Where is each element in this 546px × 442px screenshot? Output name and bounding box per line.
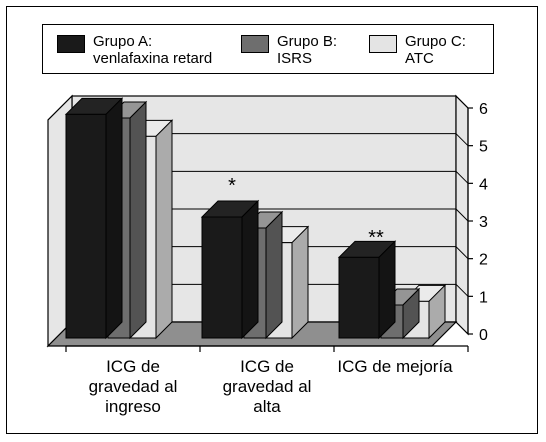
y-tick-label: 0	[479, 327, 488, 344]
gridline-side	[455, 246, 469, 260]
bar-1-0	[200, 199, 260, 340]
bar-side-0-0	[105, 97, 123, 340]
bar-side-1-2	[291, 225, 309, 340]
legend: Grupo A: venlafaxina retard Grupo B: ISR…	[42, 24, 494, 74]
x-category-label: ICG de	[106, 357, 160, 376]
legend-label-grupo-b-line2: ISRS	[277, 50, 313, 67]
x-category-label: gravedad al	[89, 377, 178, 396]
legend-swatch-grupo-c	[369, 35, 397, 53]
bar-front-1-0	[201, 216, 243, 339]
x-category-label: ICG de mejoría	[337, 357, 453, 376]
x-category-label: alta	[253, 397, 281, 416]
bar-front-0-0	[65, 113, 107, 339]
legend-label-grupo-c: Grupo C: ATC	[405, 33, 466, 67]
bar-side-2-0	[378, 240, 396, 340]
legend-label-grupo-a-line1: Grupo A:	[93, 33, 153, 50]
legend-item-grupo-a: Grupo A: venlafaxina retard	[57, 33, 212, 67]
x-category-label: ICG de	[240, 357, 294, 376]
legend-swatch-grupo-b	[241, 35, 269, 53]
bar-front-2-0	[338, 256, 380, 339]
y-tick-label: 1	[479, 289, 488, 306]
bar-0-0	[64, 97, 124, 340]
legend-swatch-grupo-a	[57, 35, 85, 53]
gridline-side	[455, 170, 469, 184]
significance-annotation: **	[368, 227, 384, 249]
y-tick-label: 4	[479, 176, 488, 193]
legend-label-grupo-c-line1: Grupo C:	[405, 33, 466, 50]
y-tick-label: 5	[479, 139, 488, 156]
y-tick-label: 6	[479, 101, 488, 118]
gridline-side	[455, 208, 469, 222]
legend-label-grupo-a-line2: venlafaxina retard	[93, 50, 213, 67]
y-tick-label: 2	[479, 252, 488, 269]
bar-side-1-1	[265, 210, 283, 340]
bar-side-0-2	[155, 119, 173, 340]
bar-2-0	[337, 240, 397, 340]
gridline-side	[455, 95, 469, 109]
x-category-label: gravedad al	[223, 377, 312, 396]
significance-annotation: *	[228, 175, 236, 197]
x-category-label: ingreso	[105, 397, 161, 416]
legend-item-grupo-b: Grupo B: ISRS	[241, 33, 337, 67]
legend-label-grupo-b-line1: Grupo B:	[277, 33, 338, 50]
bar-side-1-0	[241, 199, 259, 340]
legend-label-grupo-b: Grupo B: ISRS	[277, 33, 337, 67]
legend-label-grupo-c-line2: ATC	[405, 50, 434, 67]
bar-side-0-1	[129, 100, 147, 340]
gridline-side	[455, 283, 469, 297]
y-tick-label: 3	[479, 214, 488, 231]
legend-label-grupo-a: Grupo A: venlafaxina retard	[93, 33, 212, 67]
gridline-side	[455, 133, 469, 147]
legend-item-grupo-c: Grupo C: ATC	[369, 33, 466, 67]
